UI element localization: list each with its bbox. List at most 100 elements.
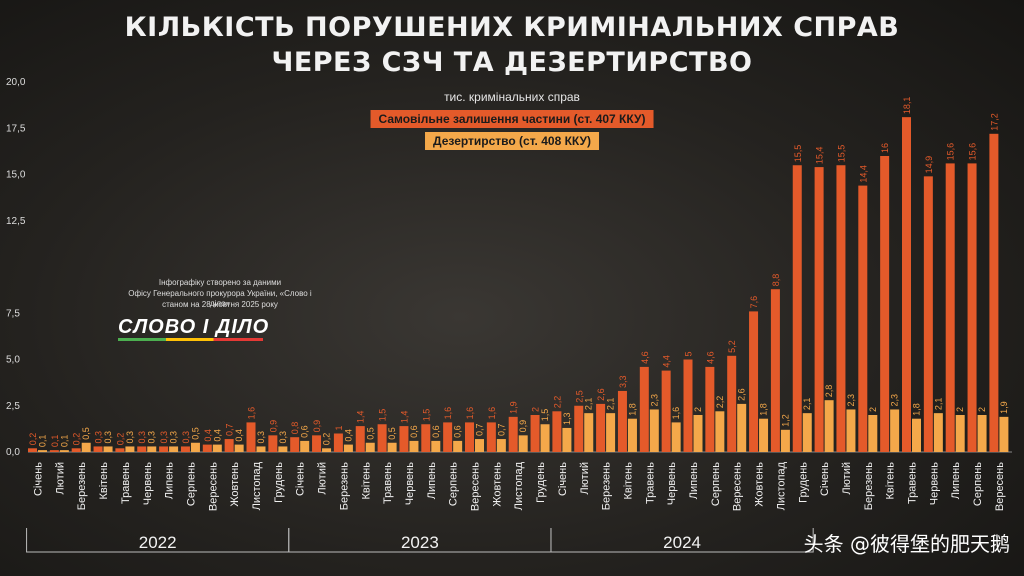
y-tick-label: 15,0 <box>6 170 26 181</box>
legend-szch: Самовільне залишення частини (ст. 407 КК… <box>370 110 654 128</box>
data-label-desertion: 2,1 <box>606 398 616 411</box>
data-label-szch: 7,6 <box>749 296 759 309</box>
data-label-szch: 0,3 <box>159 431 169 444</box>
bar-desertion <box>453 440 463 452</box>
x-tick-label: Червень <box>928 462 940 505</box>
bar-szch <box>923 176 933 452</box>
data-label-szch: 0,2 <box>72 433 82 446</box>
bar-desertion <box>562 427 572 452</box>
data-label-desertion: 0,1 <box>38 435 48 448</box>
bar-desertion <box>103 446 113 452</box>
bar-szch <box>486 422 496 452</box>
data-label-desertion: 1,8 <box>759 403 769 416</box>
x-tick-label: Липень <box>950 462 962 500</box>
bar-desertion <box>278 446 288 452</box>
bar-desertion <box>890 409 900 452</box>
bar-szch <box>224 439 234 452</box>
x-tick-label: Лютий <box>841 462 853 495</box>
bar-szch <box>770 289 780 452</box>
x-tick-label: Серпень <box>710 462 722 506</box>
data-label-desertion: 0,3 <box>169 431 179 444</box>
x-tick-label: Липень <box>164 462 176 500</box>
bar-desertion <box>999 416 1009 452</box>
data-label-desertion: 0,5 <box>81 427 91 440</box>
data-label-szch: 16 <box>880 143 890 153</box>
bar-desertion <box>81 442 91 452</box>
data-label-desertion: 0,5 <box>387 427 397 440</box>
data-label-szch: 0,8 <box>290 422 300 435</box>
bar-szch <box>28 448 37 452</box>
data-label-szch: 0,4 <box>203 429 213 442</box>
legend-desertion: Дезертирство (ст. 408 ККУ) <box>425 132 599 150</box>
x-tick-label: Серпень <box>185 462 197 506</box>
bar-szch <box>989 133 999 453</box>
x-tick-label: Травень <box>120 462 132 504</box>
bar-szch <box>552 411 562 452</box>
x-tick-label: Грудень <box>535 462 547 503</box>
data-label-szch: 0,3 <box>181 431 191 444</box>
bar-desertion <box>802 413 812 452</box>
data-label-desertion: 2,2 <box>715 396 725 409</box>
x-tick-label: Червень <box>142 462 154 505</box>
bar-szch <box>115 448 125 452</box>
x-tick-label: Березень <box>338 462 350 510</box>
bar-desertion <box>540 424 550 452</box>
x-tick-label: Січень <box>819 462 831 496</box>
bar-szch <box>49 450 59 452</box>
x-tick-label: Січень <box>33 462 45 496</box>
watermark: 头条 @彼得堡的肥天鹅 <box>803 532 1010 556</box>
year-label: 2022 <box>139 533 177 552</box>
bar-desertion <box>365 442 375 452</box>
data-label-desertion: 0,6 <box>431 425 441 438</box>
bar-desertion <box>868 415 878 452</box>
bar-szch <box>814 167 824 452</box>
data-label-desertion: 1,2 <box>780 414 790 427</box>
x-tick-label: Січень <box>557 462 569 496</box>
x-tick-label: Грудень <box>273 462 285 503</box>
bar-desertion <box>912 418 921 452</box>
y-tick-label: 7,5 <box>6 308 20 319</box>
bar-szch <box>661 370 671 452</box>
bar-szch <box>596 403 606 452</box>
data-label-desertion: 1,6 <box>671 407 681 420</box>
data-label-desertion: 2,8 <box>824 385 834 398</box>
x-tick-label: Березень <box>76 462 88 510</box>
data-label-desertion: 1,5 <box>540 409 550 422</box>
data-label-desertion: 2,1 <box>933 398 943 411</box>
x-tick-label: Березень <box>601 462 613 510</box>
data-label-szch: 1,6 <box>487 407 497 420</box>
bar-desertion <box>256 446 266 452</box>
bar-desertion <box>234 444 244 452</box>
bar-desertion <box>606 413 616 452</box>
bar-desertion <box>518 435 528 452</box>
data-label-szch: 1,5 <box>378 409 388 422</box>
data-label-desertion: 0,6 <box>453 425 463 438</box>
bar-desertion <box>977 415 987 452</box>
data-label-szch: 14,4 <box>858 165 868 183</box>
bar-desertion <box>780 429 790 452</box>
data-label-szch: 18,1 <box>902 97 912 115</box>
x-tick-label: Січень <box>295 462 307 496</box>
bar-szch <box>377 424 387 452</box>
data-label-desertion: 0,3 <box>103 431 113 444</box>
data-label-szch: 15,5 <box>793 145 803 163</box>
x-tick-label: Серпень <box>972 462 984 506</box>
data-label-desertion: 0,7 <box>496 424 506 437</box>
x-tick-label: Жовтень <box>491 462 503 507</box>
x-tick-label: Листопад <box>513 461 525 510</box>
x-tick-label: Листопад <box>775 461 787 510</box>
bar-szch <box>355 426 365 452</box>
bar-szch <box>443 422 453 452</box>
data-label-szch: 1,4 <box>356 411 366 424</box>
data-label-szch: 15,5 <box>836 145 846 163</box>
bar-szch <box>639 366 649 452</box>
data-label-szch: 1,6 <box>443 407 453 420</box>
x-tick-label: Травень <box>382 462 394 504</box>
bar-szch <box>530 415 540 452</box>
x-tick-label: Квітень <box>622 462 634 500</box>
slovo-i-dilo-logo: СЛОВО І ДІЛО <box>118 316 270 338</box>
data-label-desertion: 2 <box>868 407 878 412</box>
data-label-szch: 1,5 <box>421 409 431 422</box>
bar-szch <box>268 435 278 452</box>
data-label-szch: 0,9 <box>268 420 278 433</box>
